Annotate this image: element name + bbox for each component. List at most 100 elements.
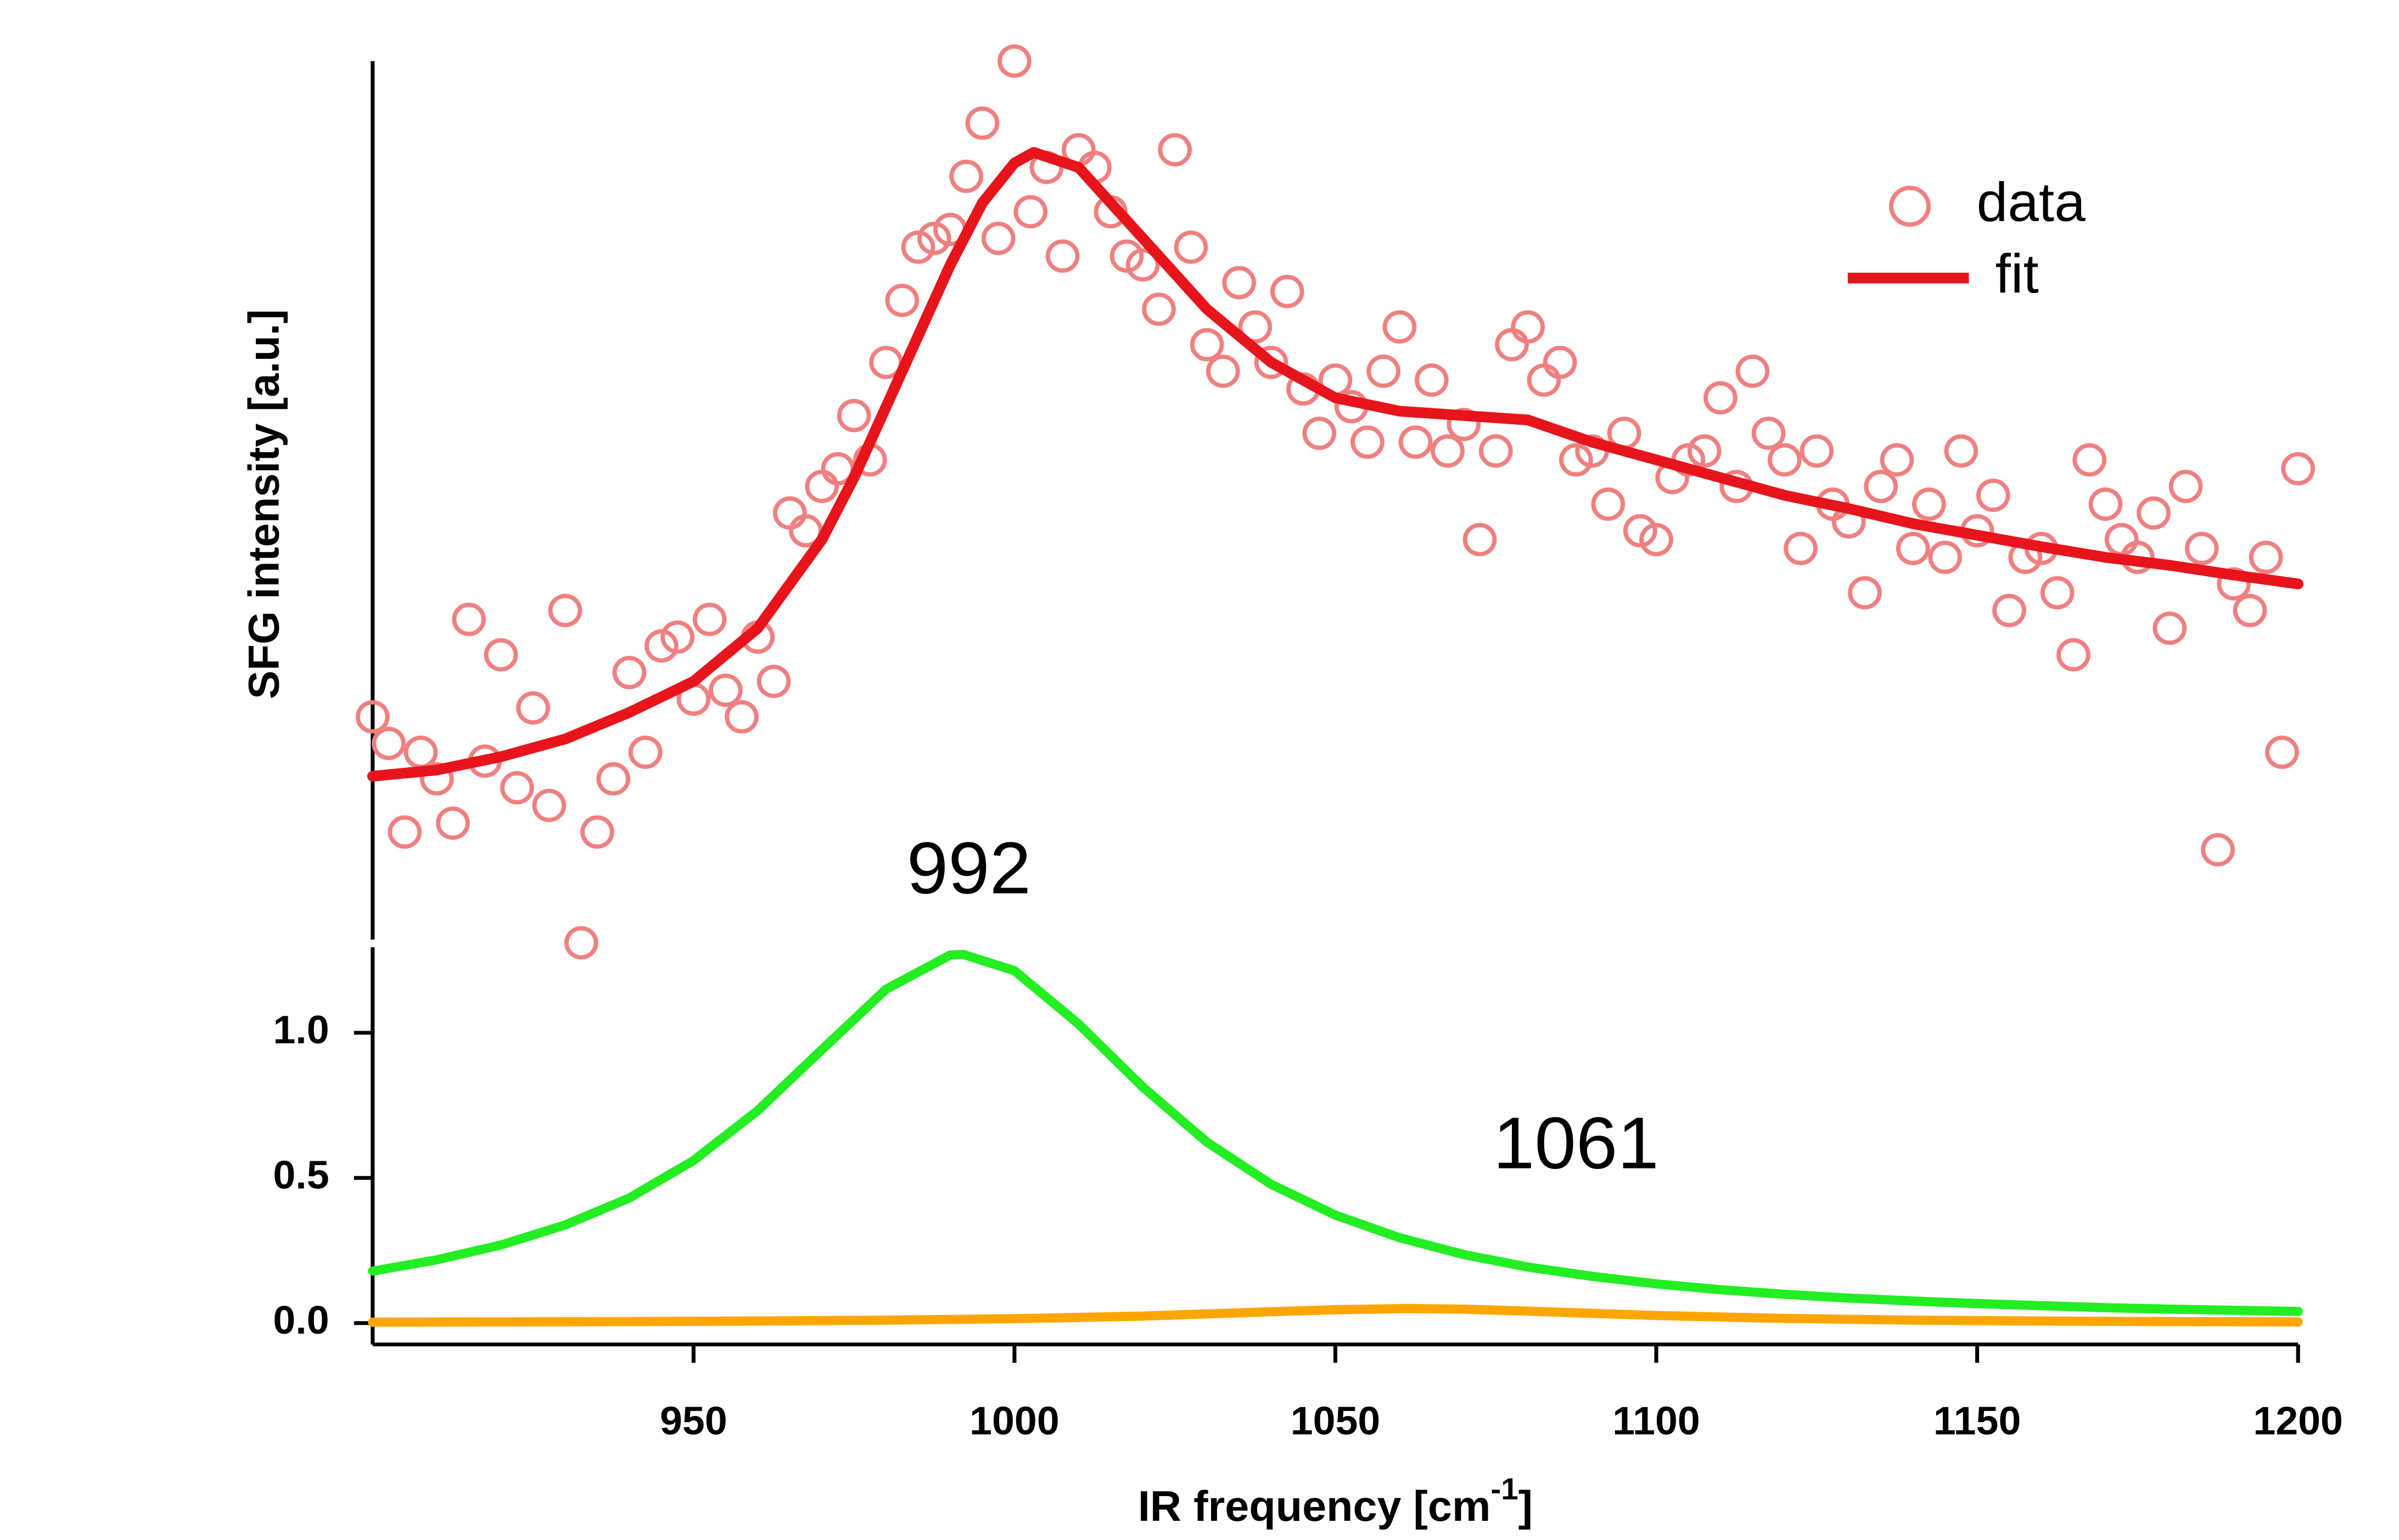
data-point: [1703, 381, 1737, 415]
legend-label: data: [1977, 172, 2086, 233]
data-point: [965, 106, 1000, 140]
data-point: [837, 398, 871, 432]
data-point: [1302, 417, 1337, 450]
y-tick-label: 0.0: [273, 1298, 329, 1342]
data-point: [2184, 532, 2219, 565]
data-point: [612, 656, 647, 689]
x-title-text: IR frequency [cm: [1138, 1482, 1490, 1530]
data-point: [1896, 532, 1930, 565]
x-title-suffix: ]: [1518, 1482, 1533, 1530]
data-point: [1623, 514, 1657, 548]
data-point: [772, 496, 807, 530]
data-point: [692, 603, 727, 636]
data-point: [1687, 434, 1722, 468]
data-point: [2056, 638, 2090, 672]
data-point: [372, 727, 406, 760]
data-point: [388, 815, 422, 849]
data-point: [1462, 522, 1497, 557]
data-point: [2265, 735, 2299, 769]
data-point: [1366, 355, 1401, 388]
data-point: [2088, 487, 2123, 521]
series-line: [368, 1303, 2303, 1327]
data-point: [756, 665, 791, 698]
x-tick-label: 1050: [1291, 1399, 1381, 1443]
data-point: [1944, 434, 1978, 468]
data-point: [1206, 355, 1240, 388]
data-point: [1254, 345, 1288, 379]
data-point: [1976, 479, 2010, 512]
data-point: [2153, 611, 2187, 645]
data-point: [805, 469, 839, 503]
y-tick-label: 0.5: [273, 1153, 329, 1197]
data-point: [1142, 293, 1176, 326]
data-point: [644, 629, 679, 663]
data-point: [2201, 833, 2235, 867]
x-tick-label: 950: [660, 1399, 727, 1443]
data-point: [1751, 417, 1786, 450]
data-point: [516, 691, 550, 725]
data-point: [2249, 541, 2283, 574]
data-point: [2072, 443, 2107, 477]
data-point: [419, 762, 454, 796]
data-point: [2233, 594, 2267, 627]
y-tick-label: 1.0: [273, 1008, 329, 1052]
data-point: [548, 594, 582, 627]
data-point: [981, 221, 1016, 255]
data-point: [1174, 231, 1208, 264]
data-point: [949, 159, 984, 193]
data-point: [1350, 425, 1385, 459]
data-point: [1270, 274, 1304, 308]
legend-label: fit: [1996, 244, 2039, 305]
series-line: [367, 147, 2304, 782]
data-point: [1784, 532, 1818, 565]
x-tick-label: 1150: [1933, 1399, 2021, 1443]
data-point: [580, 815, 614, 849]
legend-marker: [1889, 186, 1931, 227]
data-point: [1382, 310, 1417, 344]
data-point: [917, 221, 951, 255]
data-point: [1543, 345, 1577, 379]
data-point: [403, 735, 438, 769]
data-point: [1398, 425, 1433, 459]
series-line: [368, 949, 2303, 1316]
data-point: [1880, 443, 1914, 477]
data-point: [1125, 248, 1160, 282]
data-point: [1158, 133, 1192, 167]
data-point: [1045, 239, 1080, 273]
data-point: [484, 638, 518, 672]
data-point: [500, 771, 534, 805]
data-point: [2040, 576, 2075, 610]
data-point: [1238, 310, 1273, 344]
data-point: [1527, 363, 1561, 397]
data-point: [1415, 363, 1449, 397]
data-point: [1109, 239, 1144, 273]
data-point: [1735, 355, 1770, 388]
data-point: [452, 603, 486, 636]
x-tick-label: 1100: [1612, 1399, 1700, 1443]
x-tick-label: 1200: [2253, 1399, 2343, 1443]
data-point: [2217, 567, 2251, 601]
data-point: [725, 700, 759, 734]
data-point: [2137, 496, 2171, 530]
y-axis-title: SFG intensity [a.u.]: [239, 310, 288, 699]
data-point: [1511, 310, 1545, 344]
peak-annotation: 992: [907, 827, 1032, 909]
data-point: [1639, 522, 1673, 557]
peak-annotation: 1061: [1493, 1102, 1659, 1184]
data-point: [2168, 469, 2203, 503]
data-point: [1447, 407, 1481, 441]
data-point: [532, 789, 567, 822]
x-tick-label: 1000: [969, 1399, 1060, 1443]
data-point: [1928, 541, 1962, 574]
data-point: [1013, 195, 1047, 229]
data-point: [1800, 434, 1834, 468]
data-point: [1912, 487, 1946, 521]
data-point: [596, 762, 631, 796]
data-point: [1768, 443, 1802, 477]
data-point: [356, 700, 390, 734]
data-point: [660, 620, 694, 654]
data-point: [436, 806, 470, 840]
data-point: [2104, 522, 2139, 557]
data-point: [1559, 443, 1593, 477]
